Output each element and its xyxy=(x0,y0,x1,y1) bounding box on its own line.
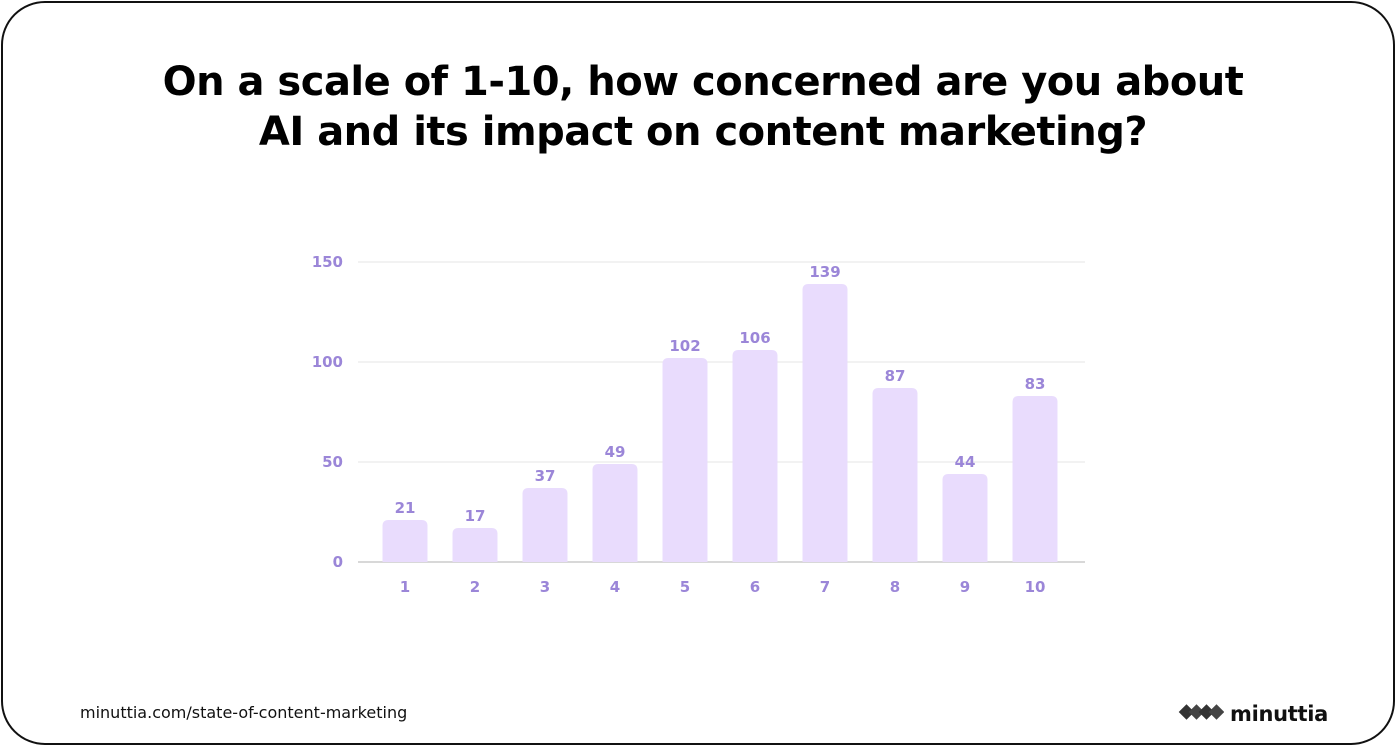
source-url[interactable]: minuttia.com/state-of-content-marketing xyxy=(80,703,408,722)
x-tick-label: 4 xyxy=(610,578,620,596)
chart-title-line-2: AI and its impact on content marketing? xyxy=(258,109,1148,155)
x-tick-label: 9 xyxy=(960,578,970,596)
data-label-7: 139 xyxy=(809,263,840,281)
data-label-2: 17 xyxy=(465,507,486,525)
brand-name: minuttia xyxy=(1230,702,1329,726)
y-tick-label: 100 xyxy=(312,353,343,371)
bar-1 xyxy=(382,520,428,562)
bar-4 xyxy=(592,464,638,562)
y-axis-ticks: 0 50 100 150 xyxy=(312,253,343,571)
bars xyxy=(382,284,1058,562)
x-tick-label: 8 xyxy=(890,578,900,596)
data-label-6: 106 xyxy=(739,329,770,347)
x-tick-label: 5 xyxy=(680,578,690,596)
data-label-8: 87 xyxy=(885,367,906,385)
data-labels: 21 17 37 49 102 106 139 87 44 83 xyxy=(395,263,1046,525)
bar-7 xyxy=(802,284,848,562)
x-tick-label: 1 xyxy=(400,578,410,596)
chart-title-line-1: On a scale of 1-10, how concerned are yo… xyxy=(162,59,1244,105)
y-tick-label: 50 xyxy=(322,453,343,471)
x-tick-label: 3 xyxy=(540,578,550,596)
x-tick-label: 7 xyxy=(820,578,830,596)
bar-8 xyxy=(872,388,918,562)
bar-9 xyxy=(942,474,988,562)
bar-3 xyxy=(522,488,568,562)
data-label-5: 102 xyxy=(669,337,700,355)
x-tick-label: 2 xyxy=(470,578,480,596)
y-tick-label: 150 xyxy=(312,253,343,271)
chart-title: On a scale of 1-10, how concerned are yo… xyxy=(103,57,1303,157)
data-label-4: 49 xyxy=(605,443,626,461)
x-tick-label: 6 xyxy=(750,578,760,596)
bar-5 xyxy=(662,358,708,562)
y-tick-label: 0 xyxy=(333,553,343,571)
data-label-3: 37 xyxy=(535,467,556,485)
data-label-10: 83 xyxy=(1025,375,1046,393)
x-axis-ticks: 1 2 3 4 5 6 7 8 9 10 xyxy=(400,578,1046,596)
bar-2 xyxy=(452,528,498,562)
bar-6 xyxy=(732,350,778,562)
diamond-chain-logo-icon xyxy=(1178,704,1224,720)
bar-10 xyxy=(1012,396,1058,562)
brand-logo: minuttia xyxy=(1178,700,1328,728)
data-label-1: 21 xyxy=(395,499,416,517)
data-label-9: 44 xyxy=(955,453,976,471)
x-tick-label: 10 xyxy=(1025,578,1046,596)
